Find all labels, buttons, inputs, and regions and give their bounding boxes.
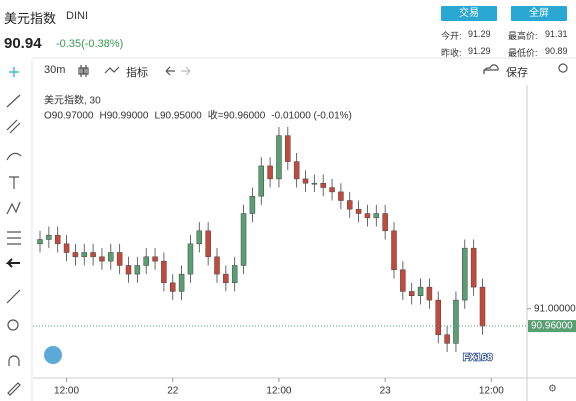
candle-body (249, 195, 256, 214)
legend-value: O90.97000 (44, 111, 94, 122)
legend-title: 美元指数, 30 (44, 94, 101, 107)
candle-body (152, 256, 158, 262)
fullscreen-button[interactable]: 全屏 (511, 6, 567, 21)
candle-body (285, 135, 291, 162)
last-price-tag (528, 320, 576, 333)
candle-body (143, 256, 149, 266)
candle-body (276, 135, 282, 180)
candle-body (196, 230, 203, 245)
x-tick-label: 12:00 (479, 386, 504, 397)
legend-value: -0.01000 (-0.01%) (271, 111, 352, 122)
candle-body (223, 273, 229, 284)
candle-body (329, 187, 335, 193)
candle-body (479, 286, 486, 327)
stat-value: 91.31 (545, 29, 568, 39)
candle-body (417, 286, 424, 297)
candle-body (435, 299, 441, 335)
stat-label: 最高价: (508, 31, 538, 41)
candle-body (161, 260, 167, 284)
watermark: FX168 (463, 353, 493, 364)
candle-body (382, 213, 388, 232)
candle-body (178, 273, 185, 292)
candle-body (63, 243, 70, 253)
stat-label: 最低价: (508, 48, 538, 58)
candle-body (470, 247, 477, 288)
candle-body (338, 191, 344, 201)
last-price-label: 90.96000 (531, 321, 573, 332)
candle-body (46, 234, 52, 240)
cloud-icon (44, 346, 62, 364)
candle-body (302, 178, 309, 184)
candle-body (453, 299, 459, 344)
trade-button[interactable]: 交易 (441, 6, 497, 21)
candle-body (320, 182, 326, 188)
save[interactable]: 保存 (506, 67, 528, 79)
legend-value: 收=90.96000 (208, 109, 266, 122)
indicators[interactable]: 指标 (126, 67, 148, 79)
interval[interactable]: 30m (44, 64, 66, 76)
candle-body (258, 165, 264, 197)
candle-body (81, 252, 87, 258)
candle-body (408, 291, 415, 297)
candle-body (125, 265, 132, 275)
candle-body (108, 252, 114, 262)
candle-body (187, 243, 194, 275)
candle-body (364, 213, 371, 219)
stat-label: 昨收: (441, 48, 462, 58)
candle-body (400, 269, 406, 292)
candle-body (462, 247, 468, 301)
settings-icon[interactable]: ⚙ (548, 384, 557, 395)
stat-value: 91.29 (468, 29, 491, 39)
candle-body (426, 286, 433, 301)
candle-body (444, 334, 450, 344)
price-change: -0.35(-0.38%) (56, 38, 124, 50)
candle-body (99, 256, 105, 262)
stat-value: 90.89 (545, 46, 568, 56)
stat-label: 今开: (441, 31, 462, 41)
candle-body (373, 213, 380, 219)
x-tick-label: 22 (167, 386, 179, 397)
x-tick-label: 12:00 (54, 386, 79, 397)
legend-value: H90.99000 (100, 111, 149, 122)
candle-body (134, 265, 141, 275)
candle-body (170, 282, 176, 292)
candle-body (267, 165, 273, 180)
candle-body (72, 252, 79, 258)
instrument-name: 美元指数 (4, 11, 57, 26)
toolbar-icons (5, 63, 568, 396)
candle-body (37, 239, 43, 245)
candle-body (355, 208, 362, 214)
legend-value: L90.95000 (154, 111, 202, 122)
candle-body (311, 182, 318, 185)
last-price: 90.94 (4, 35, 42, 52)
stat-value: 91.29 (468, 46, 491, 56)
candle-body (116, 252, 123, 266)
candle-body (54, 234, 61, 245)
candle-body (231, 265, 238, 284)
candle-body (293, 161, 300, 180)
candle-body (391, 230, 397, 271)
x-tick-label: 23 (380, 386, 392, 397)
x-tick-label: 12:00 (266, 386, 291, 397)
candle-body (240, 213, 247, 266)
y-tick-label: 91.00000 (534, 303, 576, 314)
candle-body (90, 252, 96, 258)
candle-body (205, 230, 211, 258)
candle-body (214, 256, 220, 275)
instrument-symbol: DINI (66, 10, 88, 22)
candle-body (347, 200, 353, 210)
